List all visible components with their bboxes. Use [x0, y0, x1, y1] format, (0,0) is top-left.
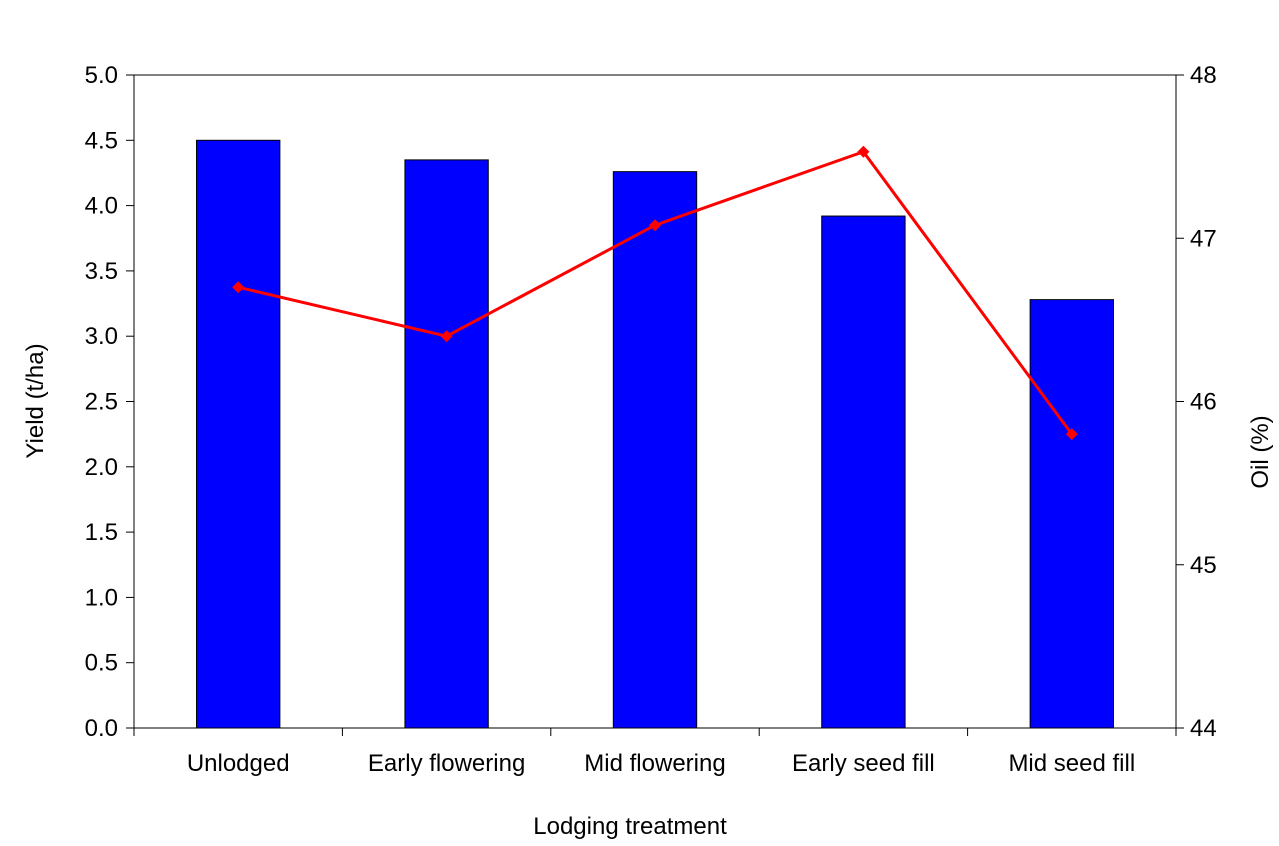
yield-bar	[196, 139, 281, 729]
x-tick-label: Early flowering	[368, 750, 525, 777]
y-tick-label: 2.5	[85, 389, 118, 416]
y-tick-label: 4.5	[85, 127, 118, 154]
y-tick-label: 1.5	[85, 519, 118, 546]
x-tick-label: Mid seed fill	[1008, 750, 1135, 777]
x-tick-label: Early seed fill	[792, 750, 935, 777]
y-tick-label: 3.0	[85, 323, 118, 350]
oil-point	[1065, 428, 1078, 441]
yield-bar	[821, 215, 906, 729]
x-axis-title: Lodging treatment	[533, 813, 727, 840]
y2-axis-title: Oil (%)	[1247, 415, 1274, 488]
oil-point	[440, 330, 453, 343]
yield-bar	[1029, 299, 1114, 729]
y2-tick-label: 47	[1190, 225, 1217, 252]
y-tick-label: 0.0	[85, 715, 118, 742]
x-tick-label: Mid flowering	[584, 750, 725, 777]
x-tick-label: Unlodged	[187, 750, 290, 777]
oil-line-series	[232, 145, 1078, 441]
labels: 0.0 0.5 1.0 1.5 2.0 2.5 3.0 3.5 4.0 4.5 5.0 44 45 46 4…	[85, 62, 1217, 777]
y-tick-label: 1.0	[85, 584, 118, 611]
oil-point	[232, 281, 245, 294]
y-axis-title: Yield (t/ha)	[22, 343, 49, 458]
y-tick-label: 2.0	[85, 454, 118, 481]
y-tick-label: 3.5	[85, 258, 118, 285]
y2-tick-label: 48	[1190, 62, 1217, 89]
yield-bar	[612, 171, 698, 729]
y2-tick-label: 44	[1190, 715, 1217, 742]
y-tick-label: 0.5	[85, 650, 118, 677]
oil-point	[649, 219, 661, 232]
y-tick-label: 4.0	[85, 193, 118, 220]
y2-tick-label: 46	[1190, 389, 1217, 416]
y-tick-label: 5.0	[85, 62, 118, 89]
oil-point	[857, 145, 870, 158]
bars	[196, 139, 1114, 729]
y2-tick-label: 45	[1190, 552, 1217, 579]
yield-bar	[404, 159, 489, 729]
